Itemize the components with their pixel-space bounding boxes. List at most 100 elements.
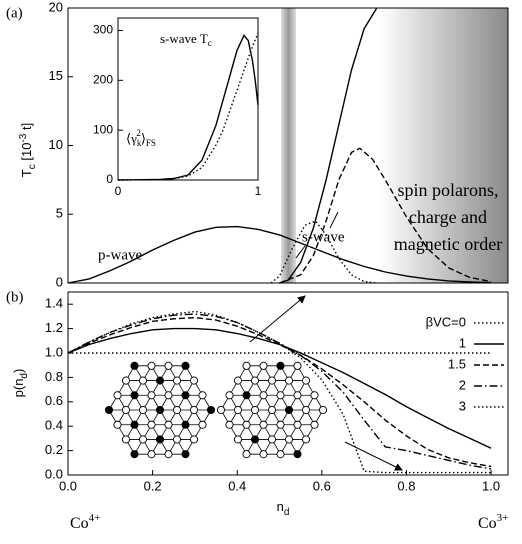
site bbox=[189, 435, 199, 444]
y-tick-label: 10 bbox=[49, 137, 63, 152]
site bbox=[138, 405, 148, 415]
inset: 0 100 200 300 0 1 bbox=[93, 23, 262, 199]
arrow bbox=[249, 295, 306, 343]
y-tick-label: 0.8 bbox=[45, 369, 63, 384]
legend-label: 1 bbox=[459, 335, 466, 350]
site bbox=[147, 361, 156, 370]
line-series bbox=[67, 327, 492, 449]
site bbox=[147, 450, 156, 459]
site bbox=[301, 405, 311, 415]
site bbox=[189, 376, 199, 385]
panel-label: (a) bbox=[6, 5, 23, 21]
y-tick-label: 0.6 bbox=[45, 393, 63, 408]
y-tick-label: 20 bbox=[49, 0, 63, 14]
site bbox=[181, 361, 190, 370]
gray-band bbox=[281, 8, 296, 283]
site bbox=[104, 405, 114, 415]
site bbox=[138, 435, 148, 444]
x-tick-label: 0.8 bbox=[397, 478, 415, 493]
annotation: s-wave bbox=[302, 229, 345, 245]
frame-b bbox=[67, 291, 509, 476]
site bbox=[233, 405, 243, 415]
site bbox=[225, 391, 234, 400]
panel-b: 0.0 0.2 0.4 0.6 0.8 1.0 1.2 1.4 0.0 0.2 0.4 0.6 0.8 1… bbox=[45, 296, 504, 493]
legend-label: 2 bbox=[459, 377, 466, 392]
inset-frame bbox=[117, 17, 259, 181]
site bbox=[276, 391, 285, 400]
x-tick-label: 0.4 bbox=[228, 478, 246, 493]
site bbox=[113, 420, 122, 429]
site bbox=[233, 435, 243, 444]
y-tick-label: 5 bbox=[56, 206, 63, 221]
site bbox=[172, 376, 182, 385]
site bbox=[130, 391, 139, 400]
site bbox=[242, 361, 251, 370]
site bbox=[181, 420, 190, 429]
site bbox=[113, 391, 122, 400]
site bbox=[130, 420, 139, 429]
site bbox=[293, 450, 302, 459]
site bbox=[250, 435, 260, 444]
lattices bbox=[104, 361, 328, 459]
end-label: Co3+ bbox=[478, 512, 508, 532]
site bbox=[293, 361, 302, 370]
site bbox=[276, 420, 285, 429]
y-tick-label: 100 bbox=[93, 122, 113, 136]
annotation: magnetic order bbox=[394, 234, 502, 254]
site bbox=[164, 450, 173, 459]
site bbox=[206, 405, 216, 415]
y-tick-label: 0.0 bbox=[45, 466, 63, 481]
site bbox=[164, 391, 173, 400]
arrow bbox=[344, 441, 403, 471]
site bbox=[233, 376, 243, 385]
y-tick-label: 1.0 bbox=[45, 344, 63, 359]
legend-label: 1.5 bbox=[448, 356, 466, 371]
site bbox=[155, 405, 165, 415]
y-axis-label: p(nd) bbox=[11, 369, 29, 398]
line-series bbox=[67, 225, 492, 284]
y-tick-label: 0.2 bbox=[45, 442, 63, 457]
site bbox=[216, 405, 226, 415]
site bbox=[250, 405, 260, 415]
x-tick-label: 0.2 bbox=[144, 478, 162, 493]
site bbox=[138, 376, 148, 385]
site bbox=[164, 361, 173, 370]
y-tick-label: 300 bbox=[93, 23, 113, 37]
site bbox=[242, 420, 251, 429]
annotation: spin polarons, bbox=[398, 180, 499, 200]
site bbox=[284, 435, 294, 444]
x-tick-label: 0.6 bbox=[313, 478, 331, 493]
y-tick-label: 1.2 bbox=[45, 320, 63, 335]
end-label: Co4+ bbox=[70, 512, 100, 532]
site bbox=[301, 435, 311, 444]
site bbox=[130, 450, 139, 459]
site bbox=[172, 405, 182, 415]
line-series bbox=[67, 313, 492, 470]
legend-label: βVC=0 bbox=[426, 314, 466, 329]
site bbox=[267, 435, 277, 444]
site bbox=[242, 391, 251, 400]
annotation: s-wave Tc bbox=[160, 31, 212, 48]
y-tick-label: 200 bbox=[93, 72, 113, 86]
site bbox=[242, 450, 251, 459]
line-series bbox=[117, 34, 259, 181]
site bbox=[121, 435, 131, 444]
site bbox=[284, 376, 294, 385]
site bbox=[310, 391, 319, 400]
x-tick-label: 1.0 bbox=[482, 478, 500, 493]
annotation: p-wave bbox=[98, 247, 142, 263]
line-series bbox=[67, 316, 492, 468]
y-tick-label: 0 bbox=[56, 274, 63, 289]
y-tick-label: 15 bbox=[49, 68, 63, 83]
legend-label: 3 bbox=[459, 398, 466, 413]
site bbox=[301, 376, 311, 385]
site bbox=[318, 405, 328, 415]
line-series bbox=[279, 7, 378, 284]
site bbox=[259, 450, 268, 459]
site bbox=[155, 435, 165, 444]
order-region bbox=[380, 8, 508, 283]
x-tick-label: 0 bbox=[115, 184, 122, 198]
site bbox=[310, 420, 319, 429]
panel-label: (b) bbox=[6, 289, 24, 305]
x-axis-label: nd bbox=[277, 499, 290, 517]
